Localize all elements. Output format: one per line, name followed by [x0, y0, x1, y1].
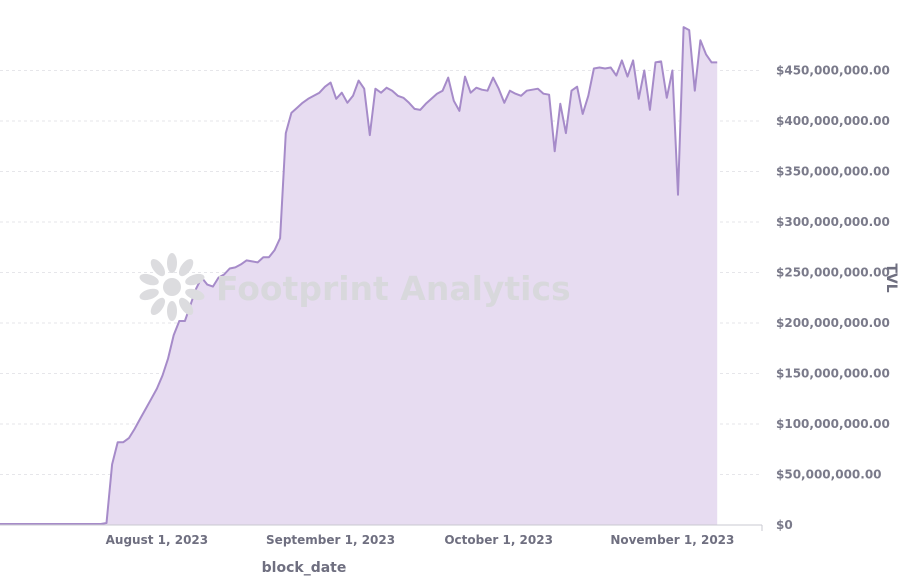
x-axis-tick-labels: August 1, 2023 September 1, 2023 October 1… — [106, 533, 735, 547]
footprint-logo-icon — [139, 253, 205, 321]
y-tick-label: $200,000,000.00 — [776, 316, 890, 330]
y-tick-label: $300,000,000.00 — [776, 215, 890, 229]
y-tick-label: $50,000,000.00 — [776, 468, 882, 482]
x-axis-title: block_date — [262, 560, 347, 576]
x-tick-label: November 1, 2023 — [610, 533, 734, 547]
y-tick-label: $150,000,000.00 — [776, 367, 890, 381]
tvl-area-fill — [0, 27, 718, 525]
y-axis-tick-labels: $0 $50,000,000.00 $100,000,000.00 $150,000,… — [776, 64, 890, 533]
watermark-text: Footprint Analytics — [216, 269, 571, 308]
y-tick-label: $100,000,000.00 — [776, 417, 890, 431]
x-tick-label: October 1, 2023 — [444, 533, 553, 547]
y-tick-label: $0 — [776, 518, 793, 532]
y-tick-label: $450,000,000.00 — [776, 64, 890, 78]
y-tick-label: $400,000,000.00 — [776, 114, 890, 128]
y-axis-title: TVL — [883, 263, 899, 292]
y-tick-label: $350,000,000.00 — [776, 165, 890, 179]
x-tick-label: August 1, 2023 — [106, 533, 209, 547]
x-tick-label: September 1, 2023 — [266, 533, 395, 547]
footprint-analytics-watermark: Footprint Analytics — [139, 253, 571, 321]
y-tick-label: $250,000,000.00 — [776, 266, 890, 280]
